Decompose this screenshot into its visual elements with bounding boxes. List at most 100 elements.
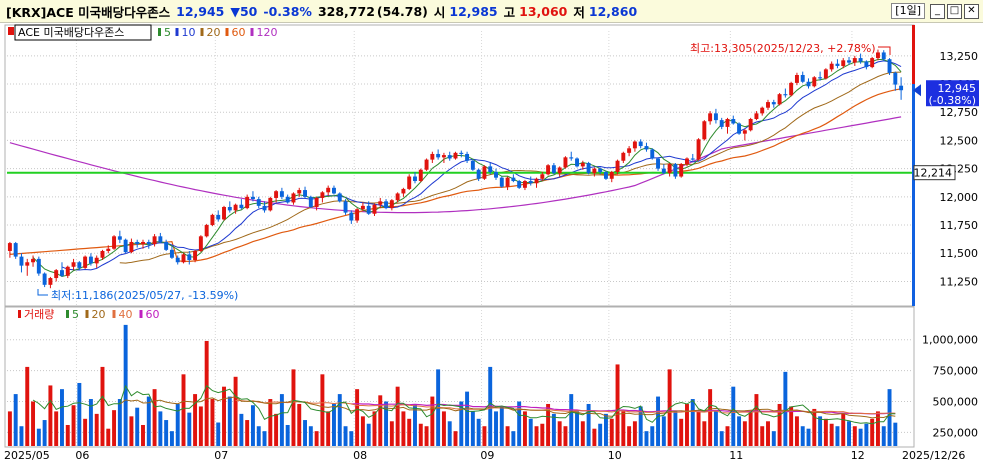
candle-body (858, 58, 863, 62)
volume-bar (748, 411, 753, 446)
volume-bar (343, 426, 348, 446)
volume-bar (447, 421, 452, 446)
volume-bar (441, 411, 446, 446)
volume-bar (222, 386, 226, 446)
volume-bar (505, 426, 510, 446)
ma120-line (9, 116, 902, 214)
period-selector[interactable]: [1일] (891, 3, 925, 19)
maximize-icon[interactable]: □ (947, 3, 962, 19)
current-price-pct: (-0.38%) (929, 94, 977, 107)
candle-body (146, 241, 151, 245)
candle-body (430, 153, 435, 160)
candle-body (216, 214, 221, 220)
volume-bar (690, 399, 695, 446)
volume-bar (233, 376, 238, 446)
volume-bar (771, 431, 776, 446)
candle-body (494, 172, 498, 178)
volume-bar (71, 405, 76, 446)
candle-body (517, 181, 522, 188)
volume-bar (737, 416, 742, 446)
volume-bar (65, 424, 70, 446)
candle-body (742, 130, 747, 134)
candle-body (638, 141, 643, 147)
volume-bar (829, 423, 834, 446)
candle-body (702, 121, 707, 140)
candle-body (511, 177, 516, 182)
candle-body (644, 146, 649, 150)
candle-body (256, 199, 261, 206)
x-axis-label: 06 (75, 449, 89, 462)
price-legend-item: 5 (164, 26, 171, 39)
candle-body (65, 266, 70, 276)
price-tick-label: 12,500 (940, 134, 979, 147)
volume-bar (117, 399, 122, 446)
volume-bar (858, 428, 863, 446)
candle-body (36, 258, 41, 274)
volume-bar (511, 431, 516, 446)
candle-body (175, 257, 180, 263)
candle-body (193, 250, 198, 261)
candle-body (332, 187, 336, 194)
candle-body (250, 196, 255, 200)
candle-body (308, 196, 313, 207)
volume-bar (384, 401, 389, 446)
volume-bar (540, 423, 545, 446)
candle-body (31, 258, 36, 263)
max-note-arrow (878, 46, 891, 55)
candle-body (528, 181, 533, 184)
candle-body (899, 85, 904, 91)
volume-bar (847, 421, 851, 446)
legend-swatch (112, 310, 116, 318)
volume-bar (476, 418, 481, 446)
volume-bar (129, 416, 134, 446)
candle-body (881, 52, 886, 60)
volume-bar (158, 411, 163, 446)
volume-bar (395, 386, 400, 446)
volume-bar (615, 364, 620, 446)
price-tick-label: 11,750 (940, 219, 979, 232)
candle-body (754, 113, 759, 119)
volume-bar (19, 426, 24, 446)
legend-swatch (66, 310, 69, 318)
candle-body (88, 256, 93, 264)
candle-body (609, 172, 614, 179)
volume-bar (575, 411, 579, 446)
candle-body (719, 120, 724, 127)
candle-body (395, 193, 400, 201)
candle-body (627, 148, 632, 153)
candle-body (389, 200, 394, 209)
candle-body (222, 206, 226, 220)
candle-body (505, 177, 510, 187)
volume-bar (725, 426, 730, 446)
candle-body (696, 139, 701, 160)
candle-body (540, 174, 545, 179)
stock-chart[interactable]: 13,25013,00012,75012,50012,25012,00011,7… (0, 23, 983, 465)
candle-body (77, 262, 82, 268)
volume-bar (100, 366, 105, 446)
candle-body (621, 152, 626, 161)
volume-bar (187, 412, 192, 446)
price-tick-label: 11,500 (940, 247, 979, 260)
volume-bar (754, 394, 759, 446)
volume-bar (875, 411, 880, 446)
close-icon[interactable]: ✕ (964, 3, 979, 19)
price-tick-label: 12,000 (940, 191, 979, 204)
candle-body (806, 81, 811, 87)
minimize-icon[interactable]: _ (930, 3, 945, 19)
candle-body (158, 236, 163, 242)
volume-bar (94, 413, 99, 446)
volume-bar (146, 396, 151, 446)
volume-bar (453, 431, 458, 446)
current-price: 12,945 (176, 3, 225, 19)
volume-bar (303, 420, 308, 446)
candle-body (725, 118, 730, 127)
candle-body (470, 160, 475, 170)
candle-body (818, 77, 823, 79)
volume-bar (517, 401, 522, 446)
volume-bar (887, 389, 892, 446)
candle-body (141, 241, 145, 245)
volume-bar (459, 401, 464, 446)
candle-body (233, 204, 238, 211)
volume-bar (841, 413, 846, 446)
candle-body (7, 243, 12, 251)
